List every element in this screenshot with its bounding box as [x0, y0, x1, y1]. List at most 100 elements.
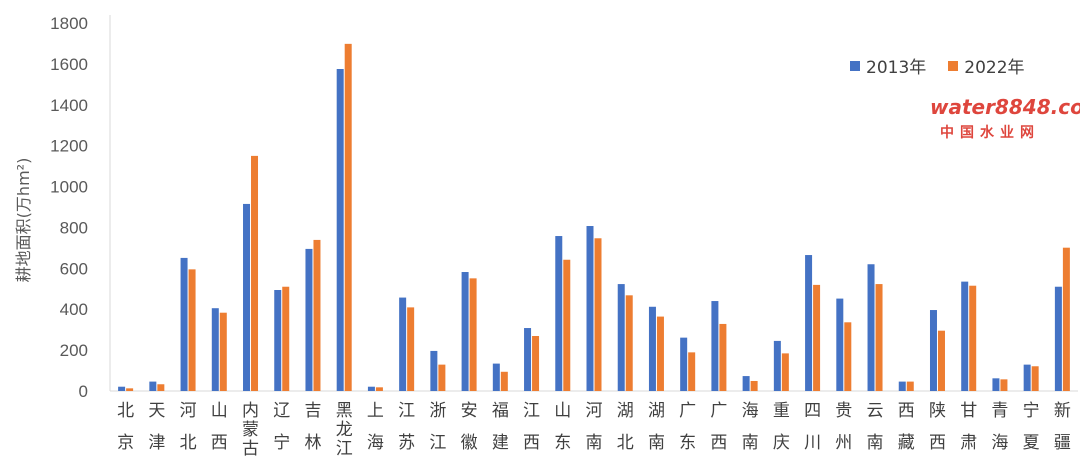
- bar-2022: [126, 388, 134, 391]
- x-tick-label: 南: [648, 433, 665, 453]
- bar-2013: [274, 290, 282, 391]
- bar-2013: [243, 203, 251, 391]
- x-tick-label: 徽: [461, 433, 478, 453]
- y-tick-label: 1800: [50, 14, 88, 33]
- bar-2022: [969, 285, 977, 391]
- y-tick-label: 200: [60, 341, 88, 360]
- x-tick-label: 宁: [273, 433, 290, 453]
- bar-2013: [555, 236, 563, 391]
- bar-2022: [656, 316, 664, 391]
- bar-2022: [906, 381, 914, 391]
- x-tick-label: 内: [242, 401, 259, 421]
- bar-2013: [648, 306, 656, 391]
- x-tick-label: 龙: [336, 420, 353, 440]
- x-tick-label: 新: [1054, 401, 1071, 421]
- x-tick-label: 青: [991, 401, 1008, 421]
- x-tick-label: 重: [773, 401, 790, 421]
- x-tick-label: 蒙: [242, 420, 259, 440]
- x-tick-label: 山: [554, 401, 571, 421]
- bar-2013: [836, 298, 844, 391]
- bar-2013: [805, 255, 813, 391]
- x-tick-label: 吉: [304, 401, 321, 421]
- legend-item-2022: 2022年: [948, 53, 1025, 78]
- bar-2022: [251, 155, 259, 391]
- bar-2022: [282, 286, 290, 391]
- x-tick-label: 古: [242, 439, 259, 459]
- x-tick-label: 建: [492, 433, 509, 453]
- bar-2013: [1023, 364, 1031, 391]
- x-tick-label: 黑: [336, 401, 353, 421]
- x-tick-label: 甘: [960, 401, 977, 421]
- bar-2022: [875, 284, 883, 391]
- bar-2022: [688, 352, 696, 391]
- x-tick-label: 北: [117, 401, 134, 421]
- x-tick-label: 肃: [960, 433, 977, 453]
- legend-label-2013: 2013年: [866, 58, 927, 78]
- x-tick-label: 北: [180, 433, 197, 453]
- bar-2013: [180, 257, 188, 391]
- x-tick-label: 云: [867, 401, 884, 421]
- bar-2013: [867, 264, 875, 391]
- bar-2022: [563, 259, 571, 391]
- bar-2013: [336, 69, 344, 391]
- legend-swatch-2013: [850, 60, 860, 71]
- bar-2013: [680, 337, 688, 391]
- bar-2022: [438, 364, 446, 391]
- bar-2022: [407, 307, 415, 391]
- y-tick-label: 600: [60, 259, 88, 278]
- x-tick-label: 夏: [1023, 433, 1040, 453]
- bar-2013: [617, 284, 625, 391]
- x-tick-label: 陕: [929, 401, 946, 421]
- bar-2013: [992, 378, 1000, 391]
- bar-2013: [524, 328, 532, 391]
- x-tick-label: 浙: [429, 401, 446, 421]
- bar-2022: [781, 353, 789, 391]
- x-tick-label: 湖: [648, 401, 665, 421]
- legend: 2013年 2022年: [850, 53, 1025, 78]
- x-tick-label: 西: [929, 433, 946, 453]
- x-tick-label: 河: [180, 401, 197, 421]
- bar-2022: [719, 323, 727, 391]
- bar-2013: [211, 308, 219, 391]
- bar-2022: [625, 295, 633, 391]
- x-tick-label: 西: [710, 433, 727, 453]
- bar-2022: [500, 371, 508, 391]
- x-tick-label: 林: [304, 433, 321, 453]
- legend-item-2013: 2013年: [850, 53, 926, 78]
- bar-2013: [961, 281, 969, 391]
- watermark-logo: water8848.com: [930, 95, 1080, 119]
- bar-2022: [532, 336, 540, 391]
- x-tick-label: 东: [554, 433, 571, 453]
- bar-2013: [305, 248, 313, 391]
- x-tick-label: 天: [148, 401, 165, 421]
- bar-2022: [313, 239, 321, 391]
- bar-2013: [461, 272, 469, 391]
- x-tick-label: 州: [835, 433, 852, 453]
- bar-2022: [750, 380, 758, 391]
- x-tick-label: 福: [492, 401, 509, 421]
- x-tick-label: 川: [804, 433, 821, 453]
- x-tick-label: 南: [867, 433, 884, 453]
- bar-2013: [773, 340, 781, 391]
- x-tick-label: 四: [804, 401, 821, 421]
- bar-2022: [844, 322, 852, 391]
- bar-2022: [188, 269, 196, 391]
- x-tick-label: 江: [429, 433, 446, 453]
- bar-2022: [344, 43, 352, 391]
- bar-2022: [157, 384, 165, 391]
- x-tick-label: 宁: [1023, 401, 1040, 421]
- x-tick-label: 西: [523, 433, 540, 453]
- legend-label-2022: 2022年: [964, 58, 1025, 78]
- bar-2022: [813, 284, 821, 391]
- bar-2022: [1000, 379, 1008, 391]
- x-tick-label: 广: [710, 401, 727, 421]
- x-tick-label: 上: [367, 401, 384, 421]
- x-tick-label: 藏: [898, 433, 915, 453]
- bar-2013: [430, 350, 438, 391]
- x-tick-label: 海: [991, 433, 1008, 453]
- x-tick-label: 苏: [398, 433, 415, 453]
- x-tick-label: 贵: [835, 401, 852, 421]
- x-tick-label: 南: [586, 433, 603, 453]
- x-tick-label: 疆: [1054, 433, 1071, 453]
- x-tick-label: 江: [523, 401, 540, 421]
